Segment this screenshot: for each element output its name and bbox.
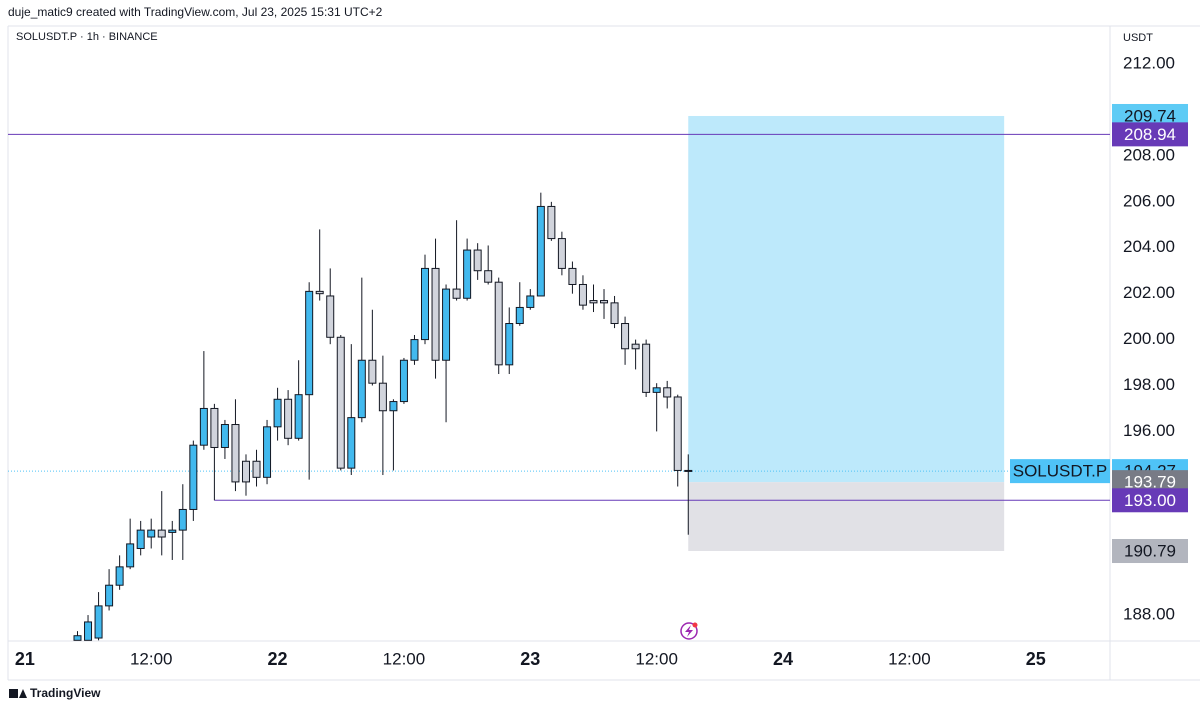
header: duje_matic9 created with TradingView.com… xyxy=(8,5,383,19)
candle-body xyxy=(421,267,430,341)
candle-body xyxy=(378,382,387,412)
candle-body xyxy=(494,281,503,366)
candle-body xyxy=(621,323,630,350)
candle-body xyxy=(168,529,177,533)
candle-body xyxy=(589,300,598,304)
candle-body xyxy=(515,306,524,325)
candle-body xyxy=(336,336,345,469)
candle-body xyxy=(473,249,482,272)
candle-body xyxy=(578,283,587,306)
x-tick-label: 22 xyxy=(268,649,288,669)
candle-body xyxy=(126,543,135,568)
stop-label-bg xyxy=(1112,539,1188,564)
candle-body xyxy=(231,424,240,483)
candle-body xyxy=(505,323,514,366)
x-tick-label: 21 xyxy=(15,649,35,669)
candle-body xyxy=(536,205,545,297)
candle-body xyxy=(105,584,114,607)
candle-body xyxy=(642,343,651,393)
symbol-title: SOLUSDT.P · 1h · BINANCE xyxy=(16,31,158,43)
candle-body xyxy=(600,300,609,304)
x-tick-label: 12:00 xyxy=(130,649,173,668)
symbol-tag-bg xyxy=(1010,459,1110,484)
candle-body xyxy=(220,424,229,448)
line-label-bg xyxy=(1112,122,1188,147)
candle-body xyxy=(147,529,156,538)
candle-body xyxy=(526,295,535,308)
candle-body xyxy=(673,396,682,471)
y-tick-label: 212.00 xyxy=(1123,54,1175,73)
x-tick-label: 12:00 xyxy=(888,649,931,668)
candle-body xyxy=(326,295,335,338)
candle-body xyxy=(157,529,166,538)
candle-body xyxy=(463,249,472,299)
x-tick-label: 12:00 xyxy=(635,649,678,668)
tv-logo xyxy=(9,689,27,698)
entry-label: 193.79 xyxy=(1124,473,1176,492)
symbol-tag: SOLUSDT.P xyxy=(1013,462,1107,481)
candle-body xyxy=(210,407,219,448)
candle-body xyxy=(263,426,272,478)
lightning-icon xyxy=(680,622,698,640)
y-tick-label: 208.00 xyxy=(1123,145,1175,164)
stop-label: 190.79 xyxy=(1124,541,1176,560)
candle-body xyxy=(178,508,187,531)
line-label: 208.94 xyxy=(1124,125,1176,144)
plot xyxy=(8,115,1110,641)
x-tick-label: 24 xyxy=(773,649,793,669)
currency: USDT xyxy=(1123,32,1153,44)
y-tick-label: 196.00 xyxy=(1123,421,1175,440)
y-tick-label: 188.00 xyxy=(1123,605,1175,624)
candle-body xyxy=(94,605,103,639)
footer: TradingView xyxy=(30,686,101,700)
candle-body xyxy=(452,288,461,299)
x-tick-label: 12:00 xyxy=(383,649,426,668)
candle-body xyxy=(273,398,282,428)
candle-body xyxy=(357,359,366,419)
candle-body xyxy=(410,339,419,361)
candle-body xyxy=(652,387,661,393)
candle-body xyxy=(431,267,440,361)
candle-body xyxy=(252,460,261,478)
candle-body xyxy=(631,343,640,350)
candle-body xyxy=(115,566,124,586)
candle-body xyxy=(199,407,208,446)
y-tick-label: 198.00 xyxy=(1123,375,1175,394)
y-tick-label: 200.00 xyxy=(1123,329,1175,348)
line-label: 193.00 xyxy=(1124,491,1176,510)
candle-body xyxy=(399,359,408,403)
candle-body xyxy=(347,417,356,469)
candle-body xyxy=(241,460,250,483)
candle-body xyxy=(305,290,314,396)
line-label-bg xyxy=(1112,488,1188,513)
candle-body xyxy=(568,267,577,285)
candle-body xyxy=(284,398,293,439)
target-label: 209.74 xyxy=(1124,106,1176,125)
candle-body xyxy=(442,288,451,361)
y-tick-label: 206.00 xyxy=(1123,191,1175,210)
y-tick-label: 204.00 xyxy=(1123,237,1175,256)
candle-body xyxy=(189,444,198,510)
candle-body xyxy=(136,529,145,549)
x-tick-label: 23 xyxy=(520,649,540,669)
candle-body xyxy=(610,302,619,325)
candle-body xyxy=(84,621,93,641)
profit-zone xyxy=(688,115,1005,483)
candle-body xyxy=(315,290,324,295)
candle-body xyxy=(484,270,493,283)
candle-body xyxy=(547,205,556,240)
candle-body xyxy=(557,238,566,269)
x-tick-label: 25 xyxy=(1026,649,1046,669)
loss-zone xyxy=(688,482,1005,552)
candle-body xyxy=(389,401,398,412)
candle-body xyxy=(663,387,672,398)
candle-body xyxy=(73,635,82,641)
candle-body xyxy=(294,394,303,439)
candle-body xyxy=(368,359,377,384)
candle-body xyxy=(684,469,693,472)
y-tick-label: 202.00 xyxy=(1123,283,1175,302)
